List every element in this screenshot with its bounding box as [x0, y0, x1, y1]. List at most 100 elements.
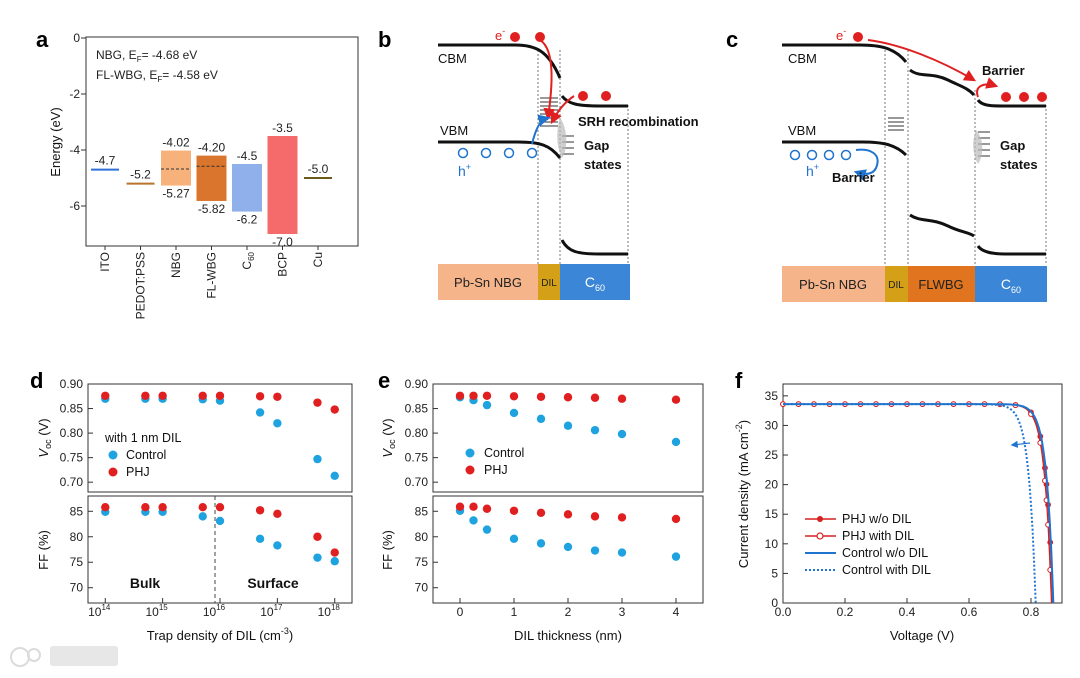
x-tick-label: 0.2 — [837, 605, 854, 619]
ff-point — [158, 503, 167, 512]
layer-nbg-label: Pb-Sn NBG — [454, 275, 522, 290]
panel-c-label: c — [726, 27, 738, 52]
panel-a-label: a — [36, 27, 49, 52]
legend-title: with 1 nm DIL — [104, 431, 181, 445]
vbm-band — [438, 140, 562, 159]
hole — [503, 147, 515, 159]
cbm-label: CBM — [788, 51, 817, 66]
energy-bottom-label: -7.0 — [272, 235, 293, 249]
gap-state-lobe — [973, 130, 983, 164]
layer-nbg — [438, 264, 538, 300]
y-tick-label: 0.80 — [405, 426, 429, 440]
panel-a: a 0 -2 -4 -6 Energy (eV) NBG, EF= -4.68 … — [36, 27, 359, 319]
y-tick-label: 80 — [415, 530, 429, 544]
voc-point — [617, 394, 627, 403]
hole-barrier-arrow — [853, 148, 879, 181]
x-tick-label: 0 — [457, 605, 464, 619]
hole — [526, 147, 538, 159]
x-tick-label: 1 — [511, 605, 518, 619]
panel-f-legend: PHJ w/o DIL PHJ with DIL Control w/o DIL… — [805, 512, 931, 577]
ff-point — [617, 513, 627, 522]
ff-point — [273, 541, 282, 550]
ff-point — [313, 553, 322, 562]
flwbg-vbm — [909, 213, 975, 238]
panel-f: f 0.0 0.2 0.4 0.6 0.8 0 5 10 15 20 25 30 35 PHJ w/o … — [734, 368, 1063, 643]
legend-phj: PHJ — [126, 465, 150, 479]
voc-point — [313, 398, 322, 407]
energy-top-label: -4.20 — [198, 141, 226, 155]
hole-path-arrow — [531, 114, 551, 145]
hole — [457, 147, 469, 159]
x-tick-label: 1017 — [260, 603, 283, 619]
voc-point — [482, 400, 492, 410]
ff-point — [141, 503, 150, 512]
voc-point — [509, 392, 519, 401]
panel-f-ylabel: Current density (mA cm-2) — [734, 420, 751, 568]
legend-marker — [816, 532, 824, 540]
electron-label: e- — [836, 26, 846, 43]
y-tick-label: 25 — [765, 448, 779, 462]
panel-f-frame — [782, 383, 1063, 604]
y-tick-label: 75 — [70, 555, 84, 569]
material-label: PEDOT:PSS — [134, 252, 148, 319]
y-tick-label: 0.75 — [60, 451, 84, 465]
ff-point — [273, 509, 282, 519]
voc-point — [273, 392, 282, 401]
energy-level-label: -5.0 — [308, 162, 329, 176]
y-tick-label: 20 — [765, 478, 779, 492]
y-tick-label: 85 — [70, 504, 84, 518]
electron — [1001, 92, 1011, 102]
voc-point — [671, 395, 681, 404]
legend-marker-control — [465, 448, 475, 458]
x-tick-label: 0.0 — [775, 605, 792, 619]
ff-point — [536, 508, 546, 518]
panel-e-axes: 0 1 2 3 4 0.90 0.85 0.80 0.75 0.70 85 80 75 70 — [405, 377, 680, 619]
voc-point — [255, 408, 265, 417]
layer-nbg — [782, 266, 885, 302]
y-tick-label: 85 — [415, 504, 429, 518]
cbm-label: CBM — [438, 51, 467, 66]
energy-bar — [232, 164, 262, 212]
c60-homo — [560, 239, 628, 256]
hole — [789, 149, 801, 161]
ff-point — [509, 534, 519, 543]
srh-label: SRH recombination — [578, 114, 699, 129]
y-tick-label: 0.85 — [60, 402, 84, 416]
x-tick-label: 0.4 — [899, 605, 916, 619]
panel-e-label: e — [378, 368, 390, 393]
ff-point — [590, 546, 600, 555]
electron-path-arrow — [867, 39, 977, 82]
ff-point — [563, 510, 573, 519]
panel-f-label: f — [735, 368, 743, 393]
voc-point — [536, 414, 546, 424]
voc-point — [590, 425, 600, 435]
energy-bar — [196, 155, 227, 201]
gap-states-label-2: states — [584, 157, 622, 172]
energy-bar — [267, 136, 298, 234]
ff-point — [313, 532, 322, 541]
electron-path-arrow — [539, 39, 556, 121]
electron — [578, 91, 588, 101]
y-tick-label: 0.70 — [60, 475, 84, 489]
jv-curves — [780, 401, 1055, 604]
c60-homo — [976, 245, 1046, 256]
legend-phj-wo-dil: PHJ w/o DIL — [842, 512, 912, 526]
energy-top-label: -3.5 — [272, 121, 293, 135]
panel-d-ff-ylabel: FF (%) — [36, 530, 51, 570]
voc-point — [455, 391, 465, 400]
panel-a-ytick: -2 — [69, 87, 80, 101]
ff-point — [255, 534, 265, 543]
ff-point — [215, 516, 225, 526]
hole — [806, 149, 818, 161]
energy-top-label: -4.5 — [237, 149, 258, 163]
region-label-bulk: Bulk — [130, 575, 161, 591]
legend-control-with-dil: Control with DIL — [842, 563, 931, 577]
voc-point — [273, 419, 282, 428]
voc-point — [215, 391, 225, 400]
x-tick-label: 1015 — [146, 603, 169, 619]
panel-d: d 1014 1015 1016 1017 1018 0.90 0.85 0.80 0.75 0.… — [30, 368, 353, 643]
y-tick-label: 70 — [415, 581, 429, 595]
y-tick-label: 35 — [765, 389, 779, 403]
panel-a-ytick: -4 — [69, 143, 80, 157]
ff-point — [255, 506, 265, 515]
